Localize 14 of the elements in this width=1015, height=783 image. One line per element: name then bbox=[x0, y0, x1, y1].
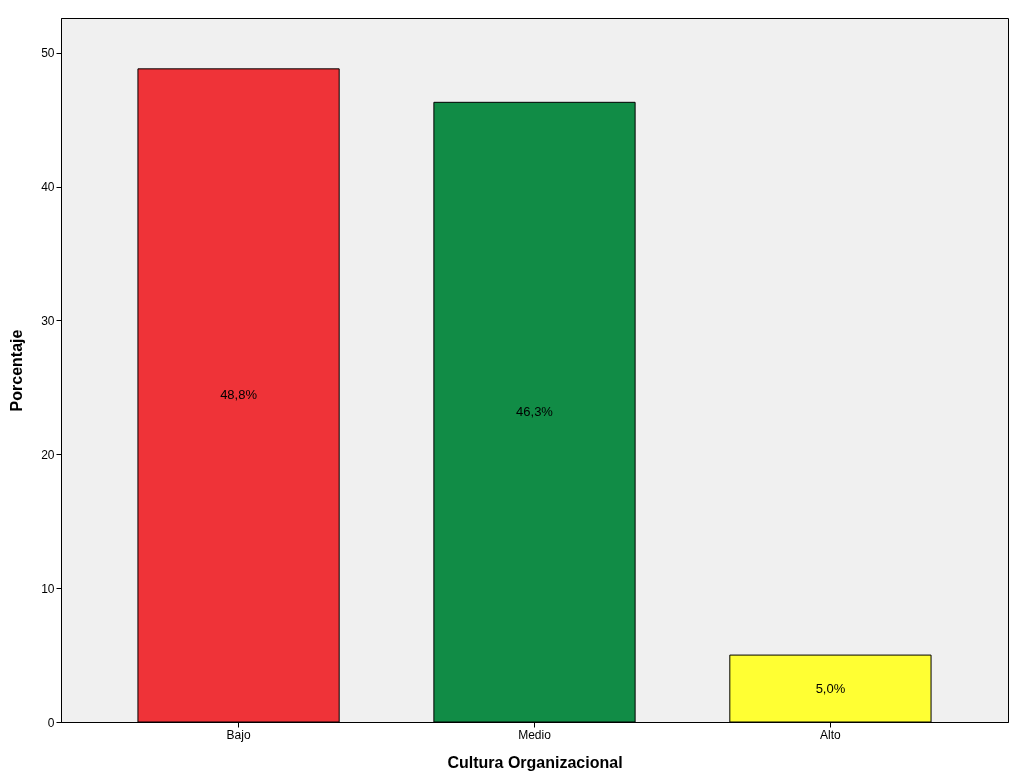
y-axis-title: Porcentaje bbox=[8, 329, 26, 412]
y-tick-label: 30 bbox=[41, 313, 55, 328]
data-label: 48,8% bbox=[220, 387, 258, 403]
y-tick-label: 20 bbox=[41, 447, 55, 462]
x-tick-label: Bajo bbox=[226, 727, 251, 742]
y-tick-label: 40 bbox=[41, 180, 55, 195]
data-label: 46,3% bbox=[516, 404, 554, 420]
x-axis-title: Cultura Organizacional bbox=[447, 753, 623, 771]
y-tick-label: 0 bbox=[47, 715, 55, 730]
data-label: 5,0% bbox=[815, 680, 846, 696]
y-tick-label: 10 bbox=[41, 581, 55, 596]
x-tick-label: Medio bbox=[518, 727, 552, 742]
y-tick-label: 50 bbox=[41, 46, 55, 61]
x-tick-label: Alto bbox=[820, 727, 842, 742]
